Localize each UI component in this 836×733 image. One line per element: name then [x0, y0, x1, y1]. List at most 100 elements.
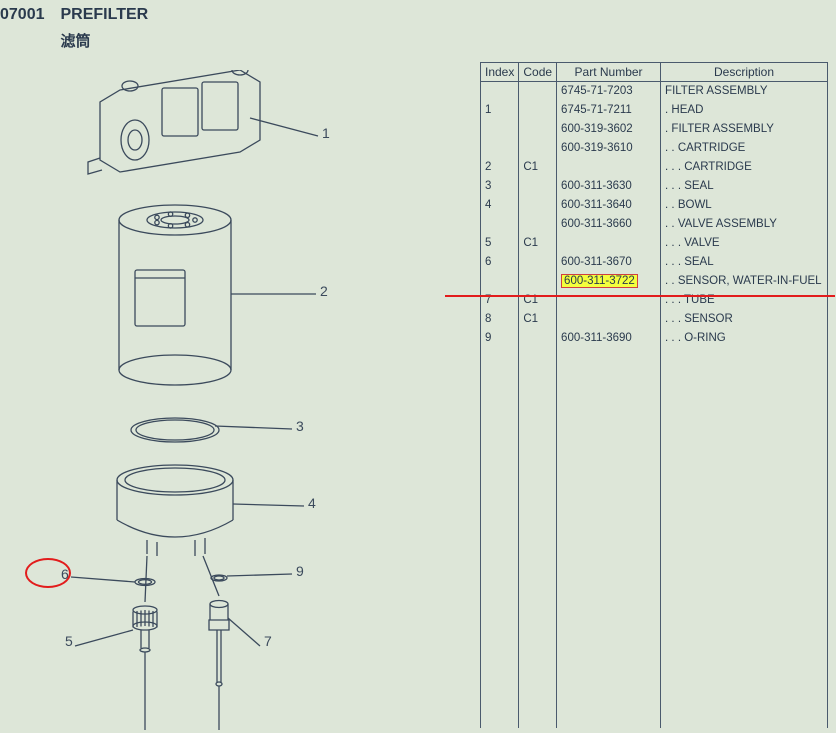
cell-description: . . . TUBE: [661, 291, 828, 310]
cell-code: [519, 329, 557, 348]
svg-text:3: 3: [296, 418, 304, 434]
table-row: 9 600-311-3690. . . O-RING: [481, 329, 828, 348]
parts-table: Index Code Part Number Description 6745-…: [480, 62, 828, 728]
cell-index: 9: [481, 329, 519, 348]
table-row: 600-311-3722. . SENSOR, WATER-IN-FUEL: [481, 272, 828, 291]
table-row: 4 600-311-3640. . BOWL: [481, 196, 828, 215]
table-row: [481, 424, 828, 443]
cell-part-number: [557, 158, 661, 177]
highlighted-part-number: 600-311-3722: [561, 274, 638, 288]
cell-description: . . . CARTRIDGE: [661, 158, 828, 177]
table-row: [481, 481, 828, 500]
table-row: [481, 576, 828, 595]
table-row: 600-319-3610. . CARTRIDGE: [481, 139, 828, 158]
cell-code: [519, 253, 557, 272]
table-row: 7C1 . . . TUBE: [481, 291, 828, 310]
table-row: 5C1 . . . VALVE: [481, 234, 828, 253]
table-row: 1 6745-71-7211. HEAD: [481, 101, 828, 120]
table-row: [481, 709, 828, 728]
svg-text:1: 1: [322, 125, 330, 141]
cell-index: 2: [481, 158, 519, 177]
cell-code: C1: [519, 291, 557, 310]
cell-description: . . VALVE ASSEMBLY: [661, 215, 828, 234]
table-row: [481, 538, 828, 557]
cell-description: . HEAD: [661, 101, 828, 120]
cell-code: [519, 101, 557, 120]
cell-description: . . CARTRIDGE: [661, 139, 828, 158]
parts-table-header-row: Index Code Part Number Description: [481, 63, 828, 82]
col-description: Description: [661, 63, 828, 82]
cell-code: C1: [519, 310, 557, 329]
table-row: 6 600-311-3670. . . SEAL: [481, 253, 828, 272]
cell-code: [519, 196, 557, 215]
cell-index: 1: [481, 101, 519, 120]
cell-description: FILTER ASSEMBLY: [661, 82, 828, 101]
svg-text:2: 2: [320, 283, 328, 299]
cell-code: [519, 272, 557, 291]
cell-part-number: 600-311-3690: [557, 329, 661, 348]
table-row: 3 600-311-3630. . . SEAL: [481, 177, 828, 196]
cell-index: 7: [481, 291, 519, 310]
cell-code: C1: [519, 234, 557, 253]
table-row: 6745-71-7203FILTER ASSEMBLY: [481, 82, 828, 101]
col-part-number: Part Number: [557, 63, 661, 82]
cell-code: [519, 139, 557, 158]
cell-description: . FILTER ASSEMBLY: [661, 120, 828, 139]
cell-part-number: 600-311-3660: [557, 215, 661, 234]
col-index: Index: [481, 63, 519, 82]
cell-part-number: 600-311-3640: [557, 196, 661, 215]
table-row: 2C1 . . . CARTRIDGE: [481, 158, 828, 177]
cell-description: . . . SENSOR: [661, 310, 828, 329]
cell-index: 5: [481, 234, 519, 253]
cell-part-number: 600-319-3610: [557, 139, 661, 158]
table-row: [481, 500, 828, 519]
table-row: [481, 348, 828, 367]
table-row: [481, 462, 828, 481]
col-code: Code: [519, 63, 557, 82]
cell-index: [481, 215, 519, 234]
table-row: [481, 519, 828, 538]
cell-description: . . BOWL: [661, 196, 828, 215]
cell-part-number: [557, 291, 661, 310]
cell-index: 6: [481, 253, 519, 272]
cell-index: [481, 120, 519, 139]
section-code: 07001: [0, 6, 45, 24]
diagram-svg: 12345679: [40, 70, 400, 730]
cell-code: [519, 177, 557, 196]
table-row: [481, 367, 828, 386]
parts-table-area: Index Code Part Number Description 6745-…: [480, 62, 828, 728]
table-row: 8C1 . . . SENSOR: [481, 310, 828, 329]
table-row: [481, 595, 828, 614]
table-row: [481, 386, 828, 405]
table-row: [481, 614, 828, 633]
table-row: [481, 671, 828, 690]
cell-part-number: [557, 234, 661, 253]
cell-index: 4: [481, 196, 519, 215]
cell-part-number: 600-319-3602: [557, 120, 661, 139]
cell-part-number: 600-311-3722: [557, 272, 661, 291]
cell-part-number: [557, 310, 661, 329]
cell-description: . . . VALVE: [661, 234, 828, 253]
table-row: [481, 690, 828, 709]
svg-text:5: 5: [65, 633, 73, 649]
cell-part-number: 600-311-3670: [557, 253, 661, 272]
cell-description: . . . SEAL: [661, 253, 828, 272]
highlight-circle: [25, 558, 71, 588]
cell-part-number: 6745-71-7211: [557, 101, 661, 120]
cell-part-number: 600-311-3630: [557, 177, 661, 196]
cell-part-number: 6745-71-7203: [557, 82, 661, 101]
table-row: [481, 443, 828, 462]
cell-index: 8: [481, 310, 519, 329]
svg-text:7: 7: [264, 633, 272, 649]
section-title: PREFILTER: [61, 6, 149, 24]
cell-index: 3: [481, 177, 519, 196]
table-row: [481, 557, 828, 576]
cell-code: C1: [519, 158, 557, 177]
table-row: 600-319-3602. FILTER ASSEMBLY: [481, 120, 828, 139]
cell-index: [481, 139, 519, 158]
table-row: [481, 652, 828, 671]
cell-description: . . . O-RING: [661, 329, 828, 348]
svg-text:4: 4: [308, 495, 316, 511]
cell-description: . . . SEAL: [661, 177, 828, 196]
highlight-underline: [445, 295, 835, 297]
